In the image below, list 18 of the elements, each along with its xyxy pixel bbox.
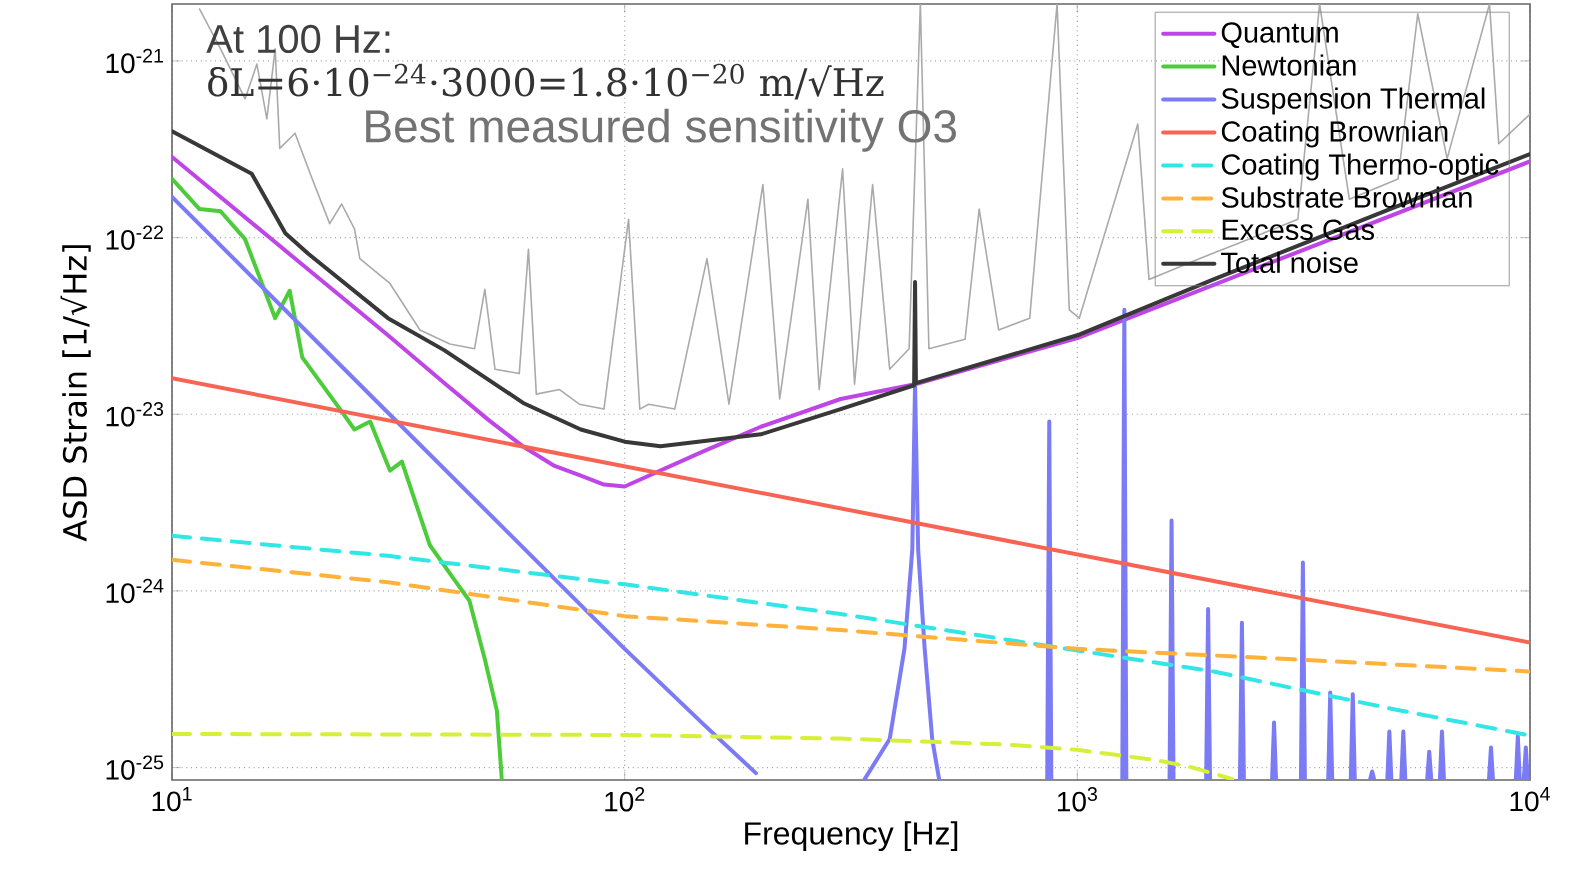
y-tick-label: 10$^{-24}$	[106, 578, 164, 604]
y-tick-label: 10$^{-22}$	[106, 225, 163, 250]
legend-label: Quantum	[1221, 22, 1338, 48]
legend-label: Coating Brownian	[1221, 120, 1448, 148]
x-tick-label: 10$^{4}$	[1510, 787, 1550, 812]
y-axis-title: ASD Strain [1/√Hz]	[60, 245, 91, 542]
legend-label: Coating Thermo-optic	[1221, 153, 1499, 181]
annotation: δL=6·10$^{−24}$·3000=1.8·10$^{−20}$ m/√Hz	[208, 63, 884, 100]
x-axis-title: Frequency [Hz]	[745, 821, 958, 852]
legend-label: Newtonian	[1222, 54, 1356, 76]
x-tick-label: 10$^{1}$	[152, 787, 192, 812]
x-tick-label: 10$^{3}$	[1057, 787, 1097, 812]
y-tick-label: 10$^{-25}$	[106, 755, 164, 780]
y-tick-label: 10$^{-23}$	[106, 402, 164, 427]
legend-label: Suspension Thermal	[1221, 87, 1485, 115]
x-tick-label: 10$^{2}$	[605, 787, 645, 812]
y-tick-label: 10$^{-21}$	[106, 48, 163, 74]
annotation: At 100 Hz:	[206, 24, 390, 54]
